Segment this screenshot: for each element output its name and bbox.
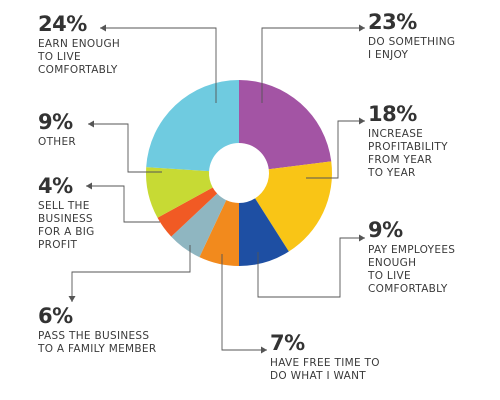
slice-increase-profitability: [255, 161, 332, 252]
data-label-percent: 9%: [368, 218, 403, 242]
category-label: OTHER: [38, 136, 77, 148]
arrowhead-do-something: [359, 24, 365, 32]
data-label-percent: 24%: [38, 12, 87, 36]
label-pass-business: 6% PASS THE BUSINESS TO A FAMILY MEMBER: [38, 306, 156, 356]
slice-pass-business: [171, 193, 227, 258]
label-do-something: 23% DO SOMETHING I ENJOY: [368, 12, 455, 62]
leader-line-sell-business: [86, 185, 160, 223]
slice-pay-employees: [239, 198, 289, 266]
category-label: EARN ENOUGH TO LIVE COMFORTABLY: [38, 38, 121, 76]
leader-line-other: [88, 123, 162, 173]
data-label-percent: 9%: [38, 110, 73, 134]
label-sell-business: 4% SELL THE BUSINESS FOR A BIG PROFIT: [38, 176, 95, 252]
leader-line-do-something: [261, 27, 365, 103]
label-earn-enough: 24% EARN ENOUGH TO LIVE COMFORTABLY: [38, 14, 120, 77]
category-label: DO SOMETHING I ENJOY: [368, 36, 456, 61]
arrowhead-other: [88, 120, 94, 128]
arrowhead-sell-business: [86, 182, 92, 190]
label-increase-profitability: 18% INCREASE PROFITABILITY FROM YEAR TO Y…: [368, 104, 448, 180]
data-label-percent: 6%: [38, 304, 73, 328]
label-pay-employees: 9% PAY EMPLOYEES ENOUGH TO LIVE COMFORTAB…: [368, 220, 455, 296]
category-label: SELL THE BUSINESS FOR A BIG PROFIT: [38, 200, 95, 251]
leader-line-pass-business: [71, 245, 191, 302]
data-label-percent: 7%: [270, 331, 305, 355]
arrowhead-free-time: [261, 346, 267, 354]
arrowhead-earn-enough: [100, 24, 106, 32]
arrowhead-pass-business: [68, 296, 76, 302]
slice-earn-enough: [146, 80, 239, 172]
slice-other: [146, 167, 213, 218]
arrowhead-pay-employees: [359, 234, 365, 242]
leader-line-pay-employees: [257, 237, 365, 298]
slice-sell-business: [157, 187, 218, 237]
category-label: INCREASE PROFITABILITY FROM YEAR TO YEAR: [368, 128, 448, 179]
slice-free-time: [199, 200, 239, 267]
arrowhead-increase-profitability: [359, 117, 365, 125]
data-label-percent: 4%: [38, 174, 73, 198]
category-label: HAVE FREE TIME TO DO WHAT I WANT: [270, 357, 380, 382]
data-label-percent: 23%: [368, 10, 417, 34]
category-label: PASS THE BUSINESS TO A FAMILY MEMBER: [38, 330, 157, 355]
slice-do-something: [239, 80, 332, 170]
leader-line-increase-profitability: [306, 120, 365, 179]
leader-line-earn-enough: [100, 27, 217, 103]
label-other: 9% OTHER: [38, 112, 76, 149]
category-label: PAY EMPLOYEES ENOUGH TO LIVE COMFORTABLY: [368, 244, 456, 295]
data-label-percent: 18%: [368, 102, 417, 126]
leader-line-free-time: [221, 254, 267, 351]
label-free-time: 7% HAVE FREE TIME TO DO WHAT I WANT: [270, 333, 380, 383]
